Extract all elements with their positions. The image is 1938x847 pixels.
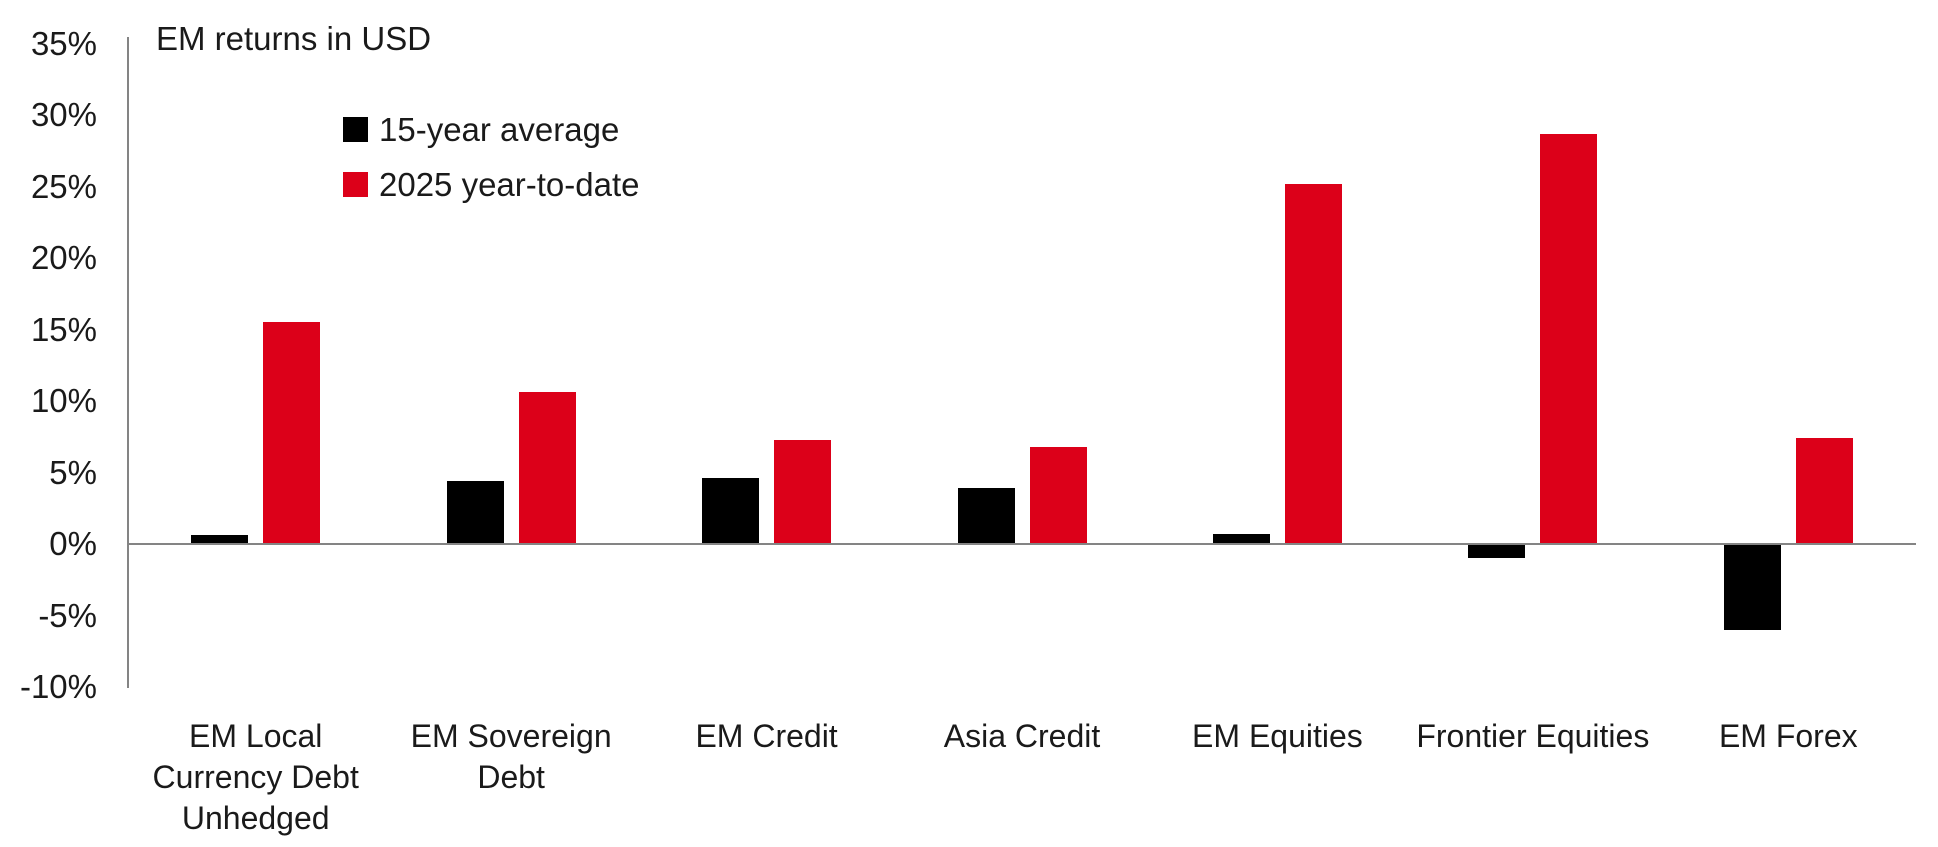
bar-ytd-5	[1284, 183, 1342, 544]
y-tick-label: 30%	[30, 96, 97, 133]
bar-ytd-4	[1029, 446, 1087, 544]
legend-swatch-red	[343, 172, 368, 197]
legend-item-2025-ytd: 2025 year-to-date	[343, 160, 640, 209]
bar-ytd-3	[774, 439, 832, 544]
y-tick-label: 5%	[49, 453, 97, 491]
legend-item-15-year-average: 15-year average	[343, 105, 640, 154]
y-tick-label: -5%	[38, 596, 97, 634]
bar-ytd-6	[1540, 133, 1598, 544]
x-category-label: Frontier Equities	[1416, 718, 1650, 754]
bar-avg-7	[1723, 544, 1781, 630]
legend-label: 2025 year-to-date	[379, 165, 640, 203]
bar-avg-3	[702, 478, 760, 544]
x-category-label: EM Sovereign Debt	[410, 718, 612, 795]
y-tick-label: 20%	[30, 239, 97, 276]
y-tick-label: 35%	[30, 24, 97, 62]
bar-avg-2	[446, 481, 504, 544]
x-category-label: EM Local Currency Debt Unhedged	[152, 718, 359, 836]
legend-swatch-black	[343, 117, 368, 142]
zero-baseline	[128, 543, 1916, 545]
bar-ytd-7	[1795, 438, 1853, 544]
bar-ytd-1	[263, 322, 321, 544]
y-tick-label: 15%	[30, 310, 97, 348]
legend: 15-year average 2025 year-to-date	[343, 105, 640, 215]
x-category-label: EM Forex	[1718, 718, 1858, 754]
y-axis-line	[127, 37, 129, 688]
chart-title: EM returns in USD	[156, 20, 432, 57]
bar-avg-5	[1212, 533, 1270, 544]
y-tick-label: 0%	[49, 525, 97, 562]
bar-avg-4	[957, 488, 1015, 544]
y-tick-label: 10%	[30, 382, 97, 419]
legend-label: 15-year average	[379, 110, 620, 148]
bar-avg-6	[1468, 544, 1526, 559]
y-tick-label: 25%	[30, 167, 97, 205]
bar-ytd-2	[518, 392, 576, 544]
y-tick-label: -10%	[19, 668, 97, 705]
x-category-label: EM Credit	[695, 718, 838, 754]
x-category-label: EM Equities	[1192, 718, 1363, 754]
bar-avg-1	[191, 535, 249, 544]
x-category-label: Asia Credit	[943, 718, 1101, 754]
